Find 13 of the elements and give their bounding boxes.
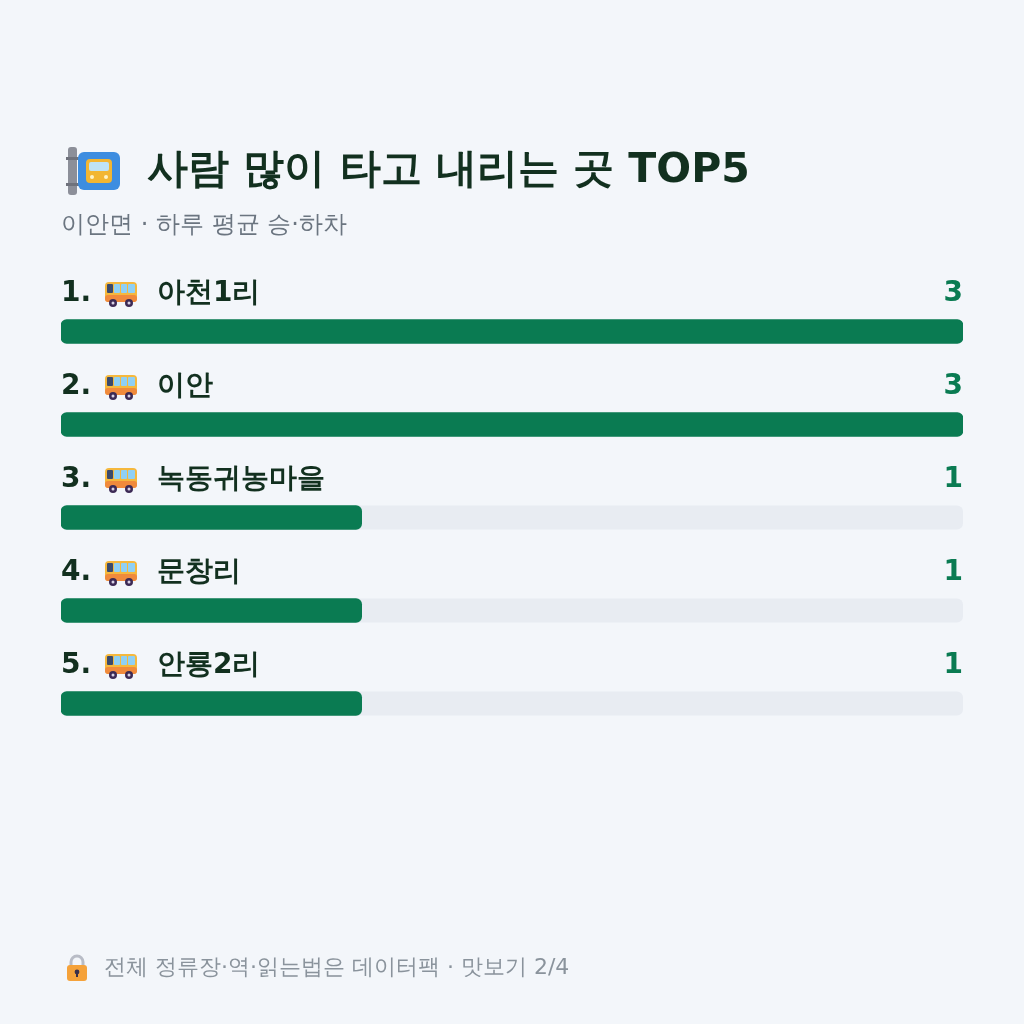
data-label: 1 (943, 646, 963, 680)
category-label: 5. 안룡2리 (61, 646, 261, 680)
category-label: 3. 녹동귀농마을 (61, 460, 325, 494)
category-label: 4. 문창리 (61, 553, 241, 587)
chart-title: 사람 많이 타고 내리는 곳 TOP5 (147, 143, 750, 193)
data-label: 1 (943, 553, 963, 587)
chart-subtitle: 이안면 · 하루 평균 승·하차 (61, 209, 347, 240)
data-label: 3 (943, 274, 963, 308)
category-label: 2. 이안 (61, 367, 213, 401)
category-label: 1. 아천1리 (61, 274, 261, 308)
data-label: 1 (943, 460, 963, 494)
text: 전체 정류장·역·읽는법은 데이터팩 · 맛보기 2/4 (104, 953, 570, 981)
data-label: 3 (943, 367, 963, 401)
